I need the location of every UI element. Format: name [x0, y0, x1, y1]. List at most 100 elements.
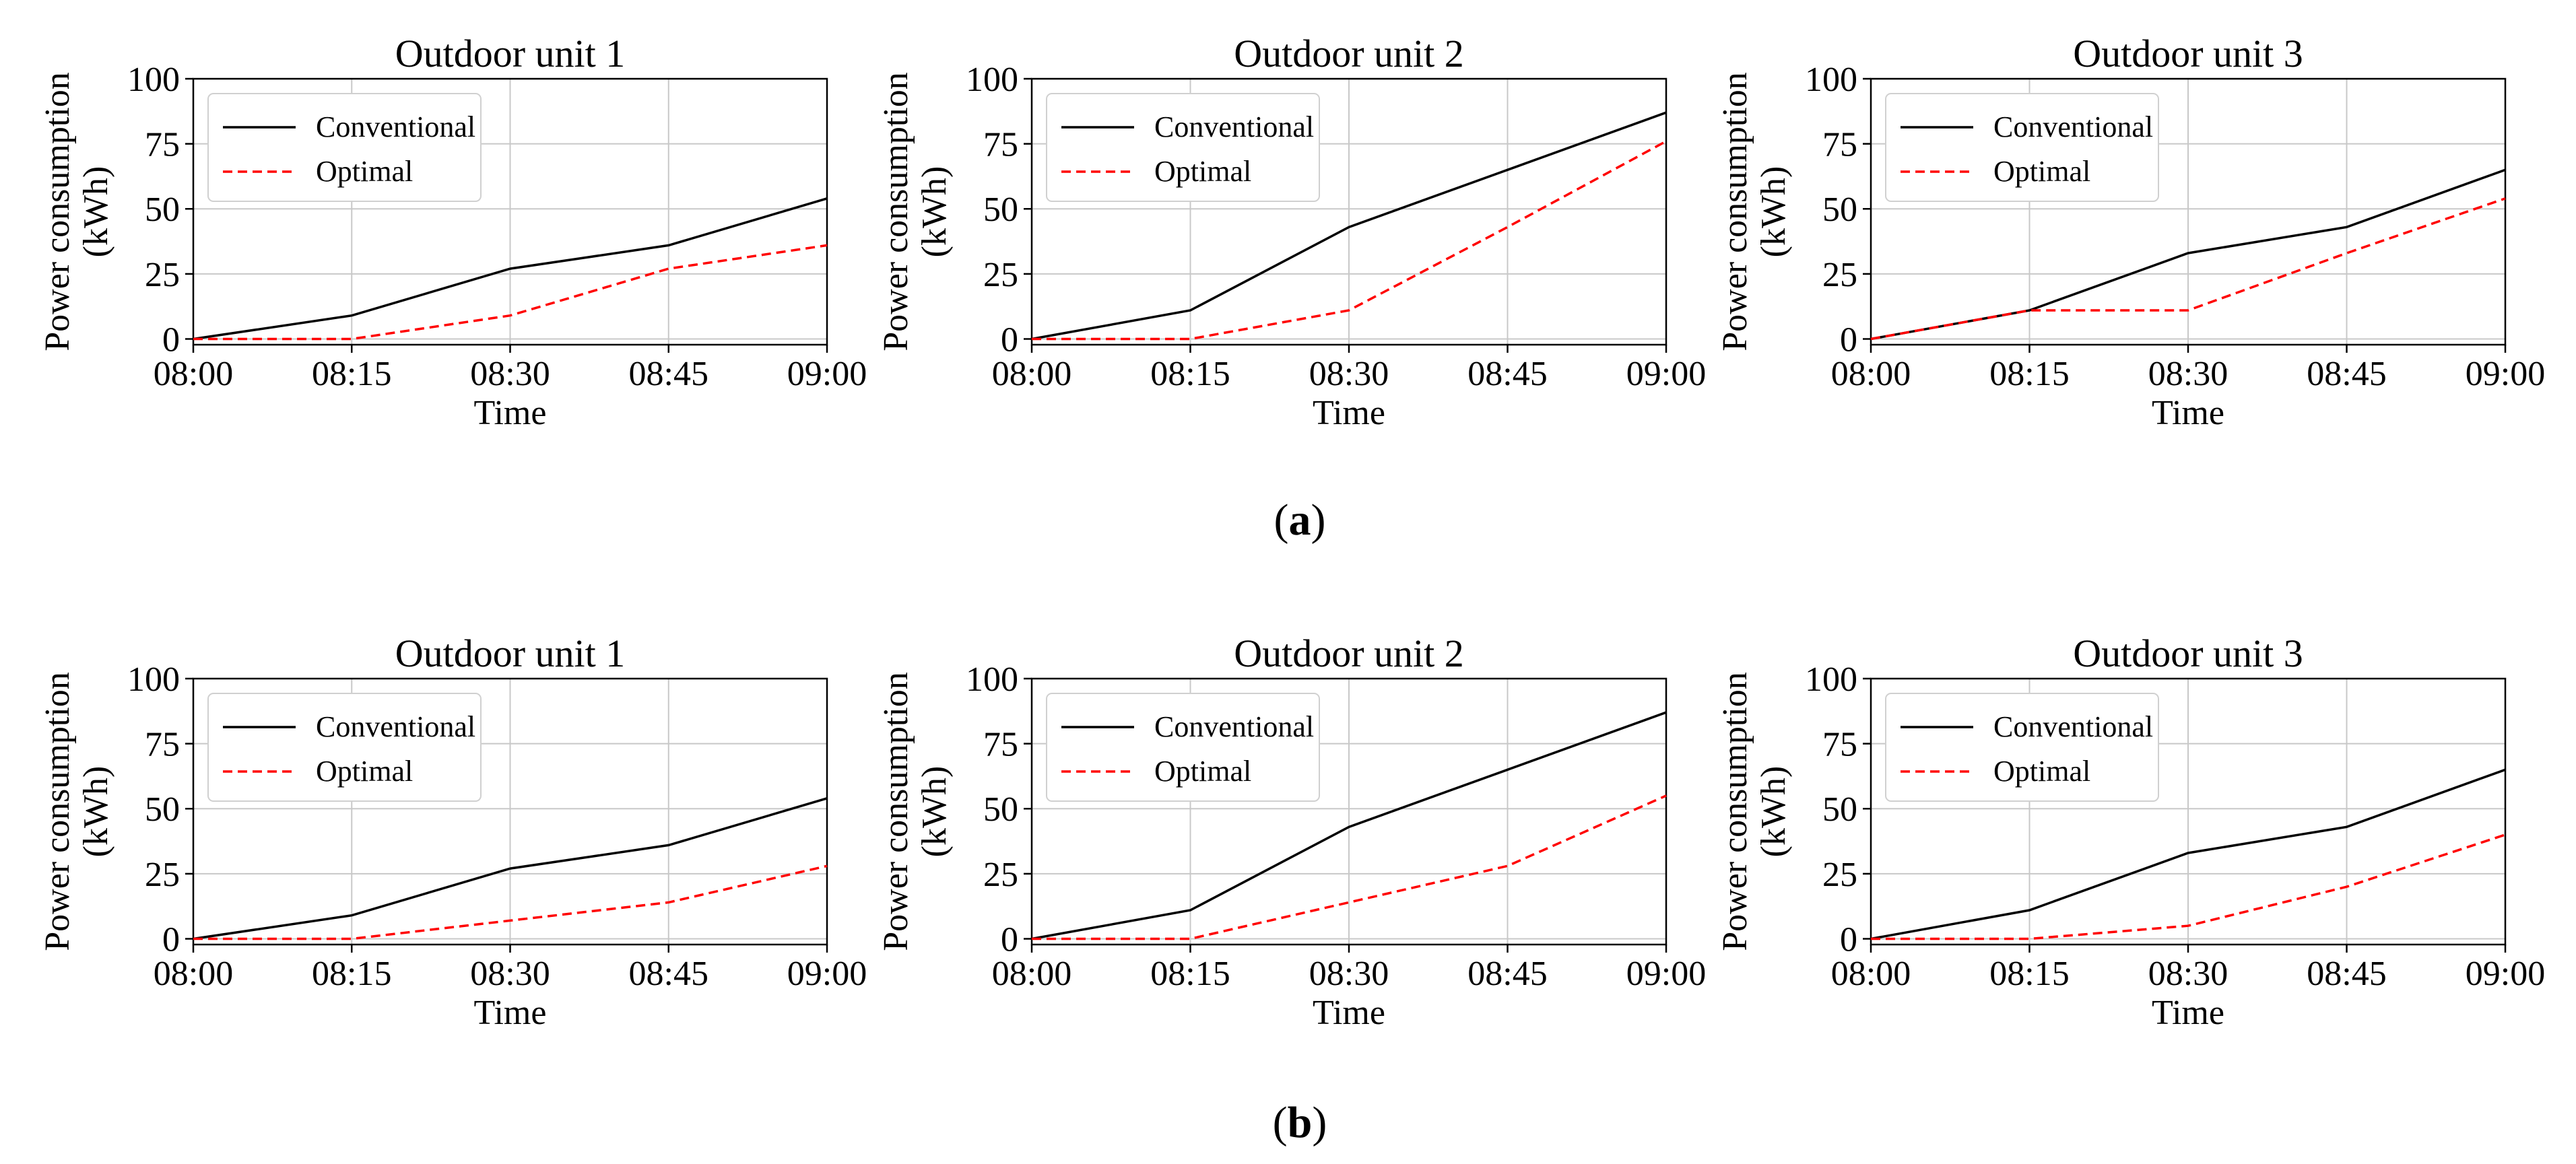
- chart-title: Outdoor unit 2: [1234, 32, 1464, 75]
- y-tick-label: 100: [127, 660, 180, 699]
- y-axis-label-line2: (kWh): [915, 166, 954, 258]
- y-tick-label: 25: [1822, 256, 1857, 294]
- x-tick-label: 08:00: [992, 955, 1071, 993]
- legend-box: [207, 93, 482, 202]
- x-tick-label: 09:00: [787, 355, 867, 393]
- x-axis-label: Time: [474, 994, 547, 1032]
- chart-1: 0 25 50 75 100 08:00 08:15 08:30 08:45 09:00 Outdo…: [38, 32, 867, 432]
- x-axis-label: Time: [2152, 394, 2224, 432]
- y-tick-label: 50: [1822, 191, 1857, 229]
- legend: Conventional Optimal: [207, 93, 482, 202]
- chart-2: 0 25 50 75 100 08:00 08:15 08:30 08:45 09:00 Outdo…: [877, 32, 1706, 432]
- x-tick-label: 08:45: [629, 955, 708, 993]
- chart-title: Outdoor unit 1: [395, 631, 626, 675]
- x-tick-label: 09:00: [1626, 955, 1706, 993]
- y-axis-label-line2: (kWh): [77, 766, 115, 858]
- chart-title: Outdoor unit 3: [2073, 631, 2303, 675]
- x-axis-label: Time: [474, 394, 547, 432]
- legend-box: [1046, 93, 1320, 202]
- y-axis-label-line2: (kWh): [77, 166, 115, 258]
- x-tick-label: 08:30: [2148, 355, 2228, 393]
- x-tick-label: 08:00: [1831, 355, 1911, 393]
- y-axis-label-line2: (kWh): [1754, 766, 1793, 858]
- y-tick-label: 50: [1822, 790, 1857, 829]
- chart-4: 0 25 50 75 100 08:00 08:15 08:30 08:45 09:00 Outdo…: [38, 631, 867, 1032]
- chart-3: 0 25 50 75 100 08:00 08:15 08:30 08:45 09:00 Outdo…: [1716, 32, 2545, 432]
- legend: Conventional Optimal: [1046, 93, 1320, 202]
- x-tick-label: 08:30: [1309, 355, 1389, 393]
- y-tick-label: 0: [1001, 920, 1018, 959]
- x-tick-label: 09:00: [2466, 355, 2545, 393]
- chart-title: Outdoor unit 1: [395, 32, 626, 75]
- y-tick-label: 75: [1822, 726, 1857, 764]
- y-tick-label: 100: [127, 61, 180, 99]
- legend: Conventional Optimal: [207, 693, 482, 802]
- y-tick-label: 75: [1822, 126, 1857, 164]
- y-axis-label-line1: Power consumption: [1716, 72, 1754, 351]
- legend-box: [1046, 693, 1320, 802]
- x-tick-label: 08:15: [1150, 955, 1230, 993]
- y-tick-label: 0: [1840, 920, 1857, 959]
- y-tick-label: 100: [966, 660, 1018, 699]
- y-axis-label-line1: Power consumption: [1716, 672, 1754, 951]
- y-tick-label: 25: [983, 856, 1018, 894]
- legend-label-optimal: Optimal: [1154, 755, 1251, 788]
- panel-b-caption: (b): [1272, 1098, 1327, 1147]
- legend-box: [1885, 693, 2159, 802]
- panel-a-caption: (a): [1274, 495, 1326, 545]
- legend: Conventional Optimal: [1885, 93, 2159, 202]
- legend-label-conventional: Conventional: [1154, 710, 1314, 743]
- x-tick-label: 08:15: [312, 355, 391, 393]
- x-tick-label: 08:30: [2148, 955, 2228, 993]
- x-tick-label: 09:00: [787, 955, 867, 993]
- x-tick-label: 08:30: [470, 355, 550, 393]
- x-axis-label: Time: [1313, 394, 1385, 432]
- y-tick-label: 75: [983, 726, 1018, 764]
- x-tick-label: 09:00: [1626, 355, 1706, 393]
- legend-label-conventional: Conventional: [1154, 110, 1314, 143]
- legend-box: [207, 693, 482, 802]
- x-axis-label: Time: [2152, 994, 2224, 1032]
- chart-6: 0 25 50 75 100 08:00 08:15 08:30 08:45 09:00 Outdo…: [1716, 631, 2545, 1032]
- x-tick-label: 08:45: [1467, 355, 1547, 393]
- y-tick-label: 50: [145, 191, 180, 229]
- x-tick-label: 08:00: [154, 355, 233, 393]
- panel-a-letter: a: [1288, 495, 1311, 545]
- x-tick-label: 08:45: [1467, 955, 1547, 993]
- legend: Conventional Optimal: [1885, 693, 2159, 802]
- x-tick-label: 08:15: [312, 955, 391, 993]
- x-tick-label: 08:00: [154, 955, 233, 993]
- y-tick-label: 75: [145, 726, 180, 764]
- x-axis-label: Time: [1313, 994, 1385, 1032]
- y-tick-label: 50: [983, 790, 1018, 829]
- x-tick-label: 08:15: [1150, 355, 1230, 393]
- y-axis-label-line2: (kWh): [915, 766, 954, 858]
- y-axis-label-line2: (kWh): [1754, 166, 1793, 258]
- y-tick-label: 75: [983, 126, 1018, 164]
- x-tick-label: 08:15: [1989, 955, 2069, 993]
- y-axis-label-line1: Power consumption: [877, 672, 915, 951]
- y-tick-label: 50: [983, 191, 1018, 229]
- y-tick-label: 0: [1001, 320, 1018, 359]
- legend-label-optimal: Optimal: [1993, 755, 2090, 788]
- x-tick-label: 08:30: [470, 955, 550, 993]
- legend-label-optimal: Optimal: [1154, 155, 1251, 188]
- x-tick-label: 08:45: [629, 355, 708, 393]
- x-tick-label: 08:00: [1831, 955, 1911, 993]
- y-tick-label: 25: [983, 256, 1018, 294]
- series-line-optimal: [1032, 794, 1667, 940]
- y-axis-label-line1: Power consumption: [38, 672, 77, 951]
- y-tick-label: 75: [145, 126, 180, 164]
- legend: Conventional Optimal: [1046, 693, 1320, 802]
- y-tick-label: 0: [1840, 320, 1857, 359]
- legend-label-conventional: Conventional: [316, 110, 475, 143]
- y-tick-label: 0: [162, 320, 180, 359]
- legend-label-optimal: Optimal: [1993, 155, 2090, 188]
- x-tick-label: 08:00: [992, 355, 1071, 393]
- chart-title: Outdoor unit 3: [2073, 32, 2303, 75]
- x-tick-label: 08:45: [2307, 355, 2386, 393]
- y-tick-label: 25: [145, 256, 180, 294]
- x-tick-label: 08:15: [1989, 355, 2069, 393]
- x-tick-label: 09:00: [2466, 955, 2545, 993]
